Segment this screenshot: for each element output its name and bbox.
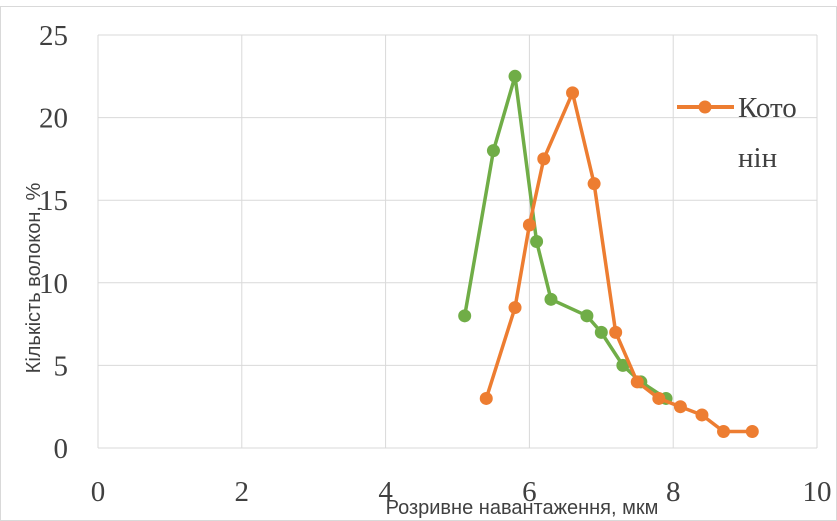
legend-label-line1: Кото: [738, 92, 797, 124]
series-1-point-11: [717, 424, 731, 438]
y-tick-label-5: 25: [39, 20, 68, 52]
y-tick-label-2: 10: [39, 268, 68, 300]
series-0-point-5: [580, 309, 594, 323]
x-tick-label-3: 6: [522, 476, 537, 508]
x-tick-label-5: 10: [803, 476, 832, 508]
series-0-point-1: [486, 144, 500, 158]
series-1-point-5: [587, 177, 601, 191]
y-tick-label-4: 20: [39, 103, 68, 135]
x-tick-label-2: 4: [378, 476, 393, 508]
series-0-point-3: [530, 235, 544, 248]
series-1-point-1: [508, 301, 522, 315]
series-1-point-10: [695, 408, 709, 422]
series-1-point-8: [652, 391, 666, 405]
series-1-point-2: [522, 218, 536, 232]
x-tick-label-0: 0: [91, 476, 106, 508]
legend-label-line2: нін: [738, 142, 777, 174]
y-axis-title: Кількість волокон, %: [23, 182, 45, 373]
series-0-point-6: [594, 325, 608, 339]
series-1-point-6: [609, 325, 623, 339]
x-tick-label-4: 8: [666, 476, 681, 508]
y-tick-label-0: 0: [54, 433, 69, 465]
series-0-point-2: [508, 69, 522, 83]
series-1-point-4: [566, 86, 580, 100]
series-1-point-0: [479, 391, 493, 405]
series-1-point-7: [630, 375, 644, 389]
gridlines: [97, 34, 818, 449]
x-tick-label-1: 2: [235, 476, 250, 508]
x-axis-title: Розривне навантаження, мкм: [386, 497, 659, 519]
y-tick-label-1: 5: [54, 350, 69, 382]
series-layer: [458, 69, 759, 438]
legend: Кото нін: [677, 92, 797, 174]
series-0-point-4: [544, 292, 558, 306]
tick-labels: 0 5 10 15 20 25 0 2 4 6 8 10: [39, 20, 832, 508]
series-0-point-7: [616, 358, 630, 372]
series-1-point-12: [745, 424, 759, 438]
series-1-point-9: [673, 400, 687, 414]
y-tick-label-3: 15: [39, 185, 68, 217]
series-0-point-0: [458, 309, 472, 323]
legend-marker-kotonin: [698, 100, 712, 114]
series-1-point-3: [537, 152, 551, 166]
